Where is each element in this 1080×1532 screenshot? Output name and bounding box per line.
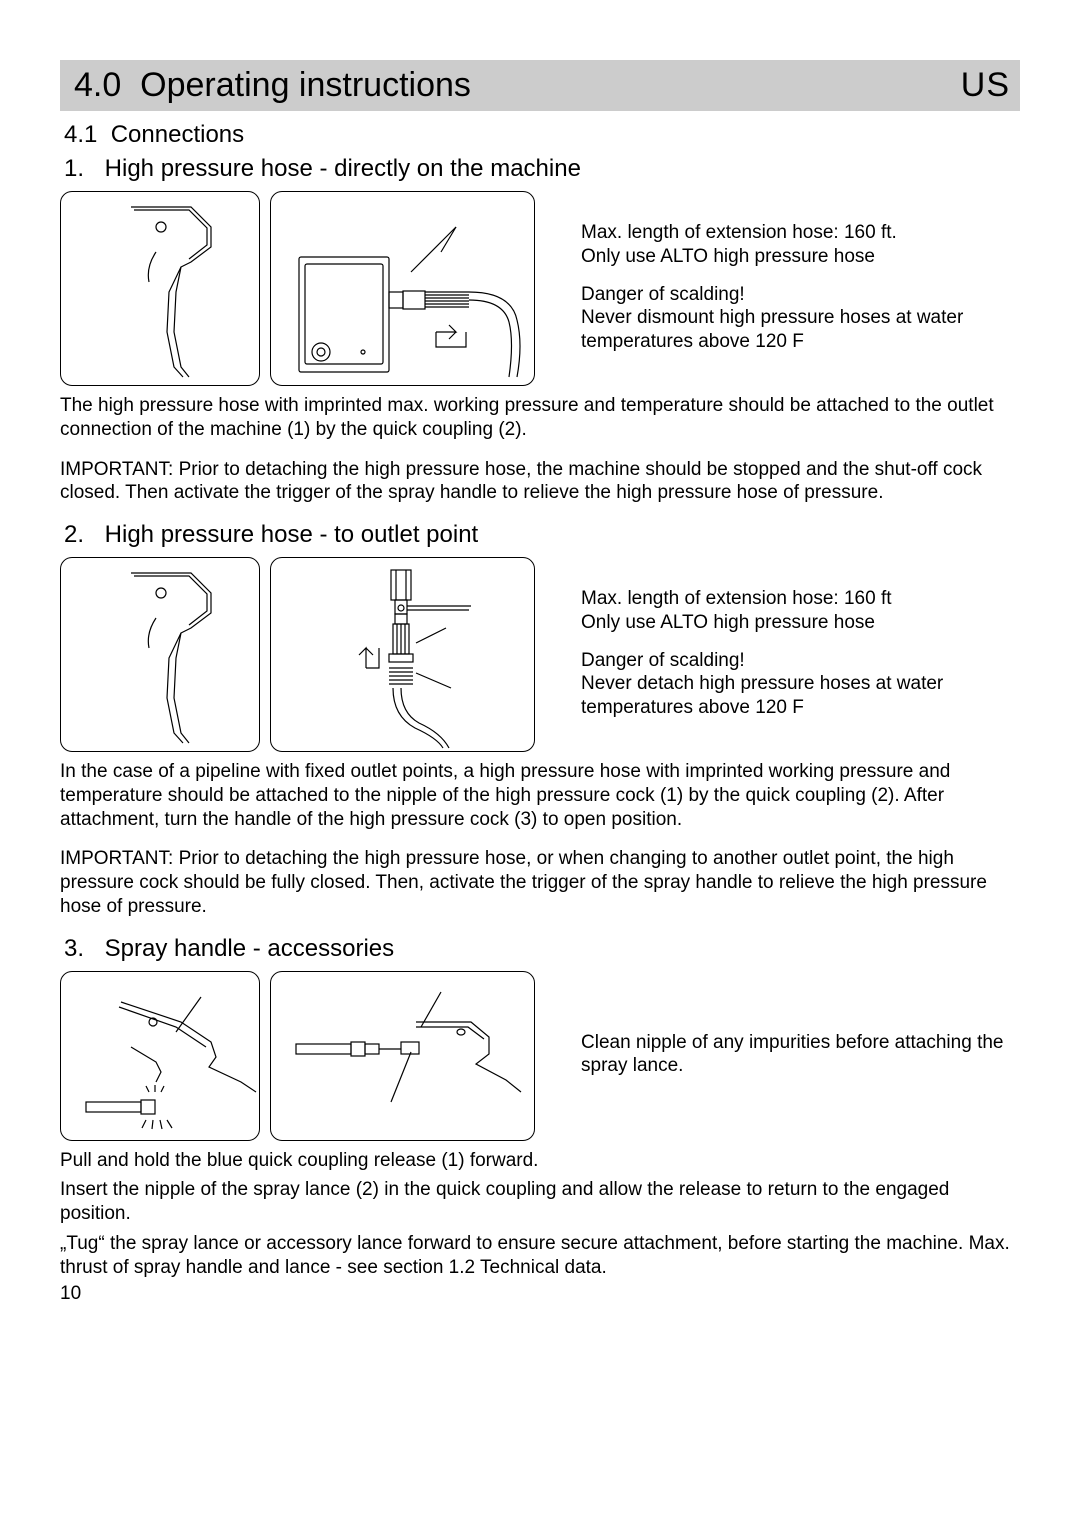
section-title-bar: 4.0 Operating instructions US <box>60 60 1020 111</box>
section-title: 4.0 Operating instructions <box>74 66 471 105</box>
item1-side-line3: Danger of scalding! <box>581 284 745 305</box>
subsection-title: Connections <box>111 121 244 148</box>
item1-body1: The high pressure hose with imprinted ma… <box>60 394 1020 442</box>
figure-outlet-point-2 <box>270 557 535 752</box>
item3-side-line1: Clean nipple of any impurities before at… <box>581 1031 1020 1079</box>
subsection-number: 4.1 <box>64 121 97 148</box>
item3-figures: Clean nipple of any impurities before at… <box>60 971 1020 1141</box>
item3-side-text: Clean nipple of any impurities before at… <box>545 971 1020 1093</box>
item2-heading: 2. High pressure hose - to outlet point <box>64 521 1020 549</box>
item1-heading: 1. High pressure hose - directly on the … <box>64 155 1020 183</box>
item3-title: Spray handle - accessories <box>105 935 394 962</box>
page-number: 10 <box>60 1283 1020 1305</box>
item3-number: 3. <box>64 935 98 963</box>
item1-title: High pressure hose - directly on the mac… <box>105 155 581 182</box>
item2-side-line2: Only use ALTO high pressure hose <box>581 612 875 633</box>
subsection-heading: 4.1 Connections <box>64 121 1020 149</box>
item2-side-line4: Never detach high pressure hoses at wate… <box>581 673 943 718</box>
item3-heading: 3. Spray handle - accessories <box>64 935 1020 963</box>
item1-side-text: Max. length of extension hose: 160 ft. O… <box>545 191 1020 368</box>
item2-body1: In the case of a pipeline with fixed out… <box>60 760 1020 831</box>
figure-spray-handle-3 <box>60 971 260 1141</box>
item2-number: 2. <box>64 521 98 549</box>
figure-spray-handle-1 <box>60 191 260 386</box>
item2-side-line3: Danger of scalding! <box>581 650 745 671</box>
item3-body1: Pull and hold the blue quick coupling re… <box>60 1149 1020 1173</box>
region-code: US <box>961 66 1010 105</box>
section-number: 4.0 <box>74 66 121 104</box>
item1-number: 1. <box>64 155 98 183</box>
item1-figures: Max. length of extension hose: 160 ft. O… <box>60 191 1020 386</box>
figure-machine-outlet-1 <box>270 191 535 386</box>
item1-side-line2: Only use ALTO high pressure hose <box>581 246 875 267</box>
item2-side-text: Max. length of extension hose: 160 ft On… <box>545 557 1020 734</box>
item3-body3: „Tug“ the spray lance or accessory lance… <box>60 1232 1020 1280</box>
item2-body2: IMPORTANT: Prior to detaching the high p… <box>60 847 1020 918</box>
section-title-text: Operating instructions <box>140 66 471 104</box>
figure-lance-attach-3 <box>270 971 535 1141</box>
item2-title: High pressure hose - to outlet point <box>105 521 479 548</box>
item2-side-line1: Max. length of extension hose: 160 ft <box>581 588 892 609</box>
item1-side-line1: Max. length of extension hose: 160 ft. <box>581 222 897 243</box>
page: 4.0 Operating instructions US 4.1 Connec… <box>0 0 1080 1532</box>
item1-side-line4: Never dismount high pressure hoses at wa… <box>581 307 963 352</box>
item3-body2: Insert the nipple of the spray lance (2)… <box>60 1178 1020 1226</box>
item2-figures: Max. length of extension hose: 160 ft On… <box>60 557 1020 752</box>
item1-body2: IMPORTANT: Prior to detaching the high p… <box>60 458 1020 506</box>
figure-spray-handle-2 <box>60 557 260 752</box>
